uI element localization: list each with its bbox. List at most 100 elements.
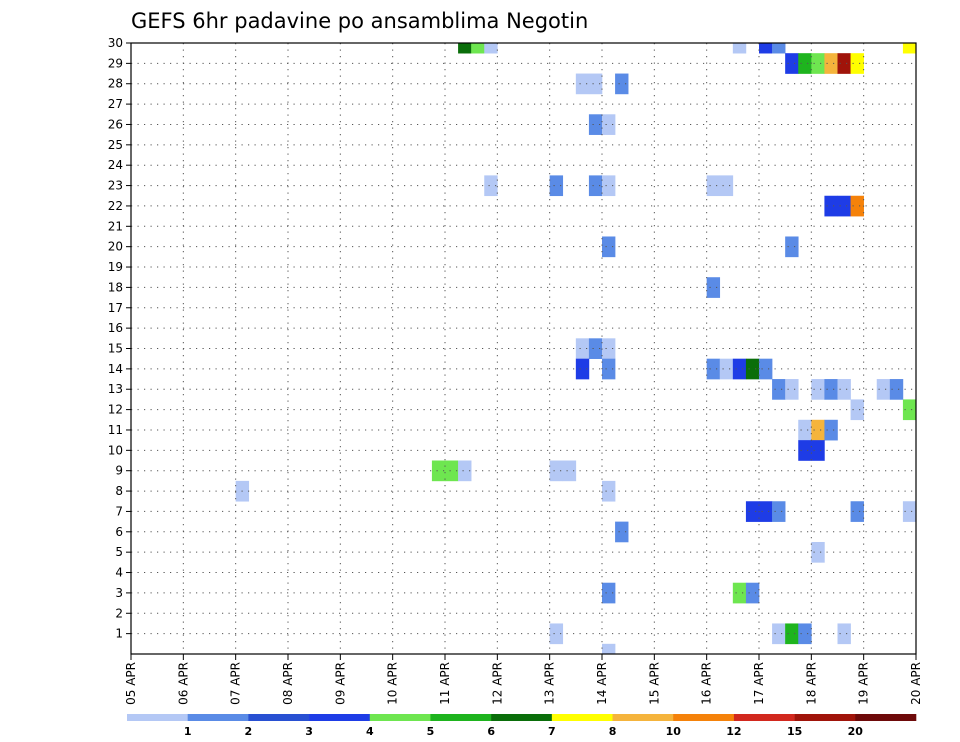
heatmap-cell	[772, 379, 786, 400]
heatmap-cell	[732, 43, 747, 54]
heatmap-cell	[615, 521, 629, 543]
heatmap-cell	[811, 419, 825, 441]
heatmap-cell	[759, 358, 773, 380]
heatmap-cell	[798, 419, 812, 441]
y-tick-label: 16	[108, 321, 123, 335]
y-tick-label: 3	[115, 586, 123, 600]
y-tick-label: 24	[108, 158, 123, 172]
legend-swatch	[551, 714, 613, 721]
legend-swatch	[612, 714, 674, 721]
heatmap-cell	[719, 358, 734, 380]
heatmap-cells	[235, 43, 917, 655]
y-tick-label: 8	[115, 484, 123, 498]
x-tick-label: 09 APR	[333, 662, 347, 705]
y-tick-label: 11	[108, 423, 123, 437]
heatmap-cell	[824, 195, 838, 217]
heatmap-cell	[902, 501, 917, 522]
heatmap-cell	[759, 43, 773, 54]
heatmap-cell	[798, 53, 812, 74]
y-tick-label: 7	[115, 504, 123, 518]
legend-label: 3	[305, 725, 313, 738]
legend-swatch	[673, 714, 735, 721]
heatmap-cell	[785, 623, 799, 645]
heatmap-cell	[549, 623, 564, 645]
legend-label: 8	[609, 725, 617, 738]
heatmap-cell	[902, 399, 917, 421]
heatmap-cell	[837, 379, 851, 400]
x-tick-label: 07 APR	[229, 662, 243, 705]
heatmap-cell	[602, 582, 616, 604]
heatmap-cell	[549, 460, 564, 482]
heatmap-cell	[615, 73, 629, 95]
heatmap-cell	[471, 43, 485, 54]
heatmap-cell	[850, 53, 864, 74]
x-tick-label: 08 APR	[281, 662, 295, 705]
x-tick-label: 11 APR	[438, 662, 452, 705]
heatmap-cell	[588, 338, 603, 359]
heatmap-cell	[588, 73, 603, 95]
x-axis-ticks: 05 APR 06 APR 07 APR 08 APR 09 APR 10 APR 11 A…	[124, 654, 923, 705]
heatmap-cell	[837, 623, 851, 645]
legend-swatch	[187, 714, 249, 721]
heatmap-cell	[811, 379, 825, 400]
heatmap-cell	[759, 501, 773, 522]
y-tick-label: 12	[108, 403, 123, 417]
heatmap-cell	[772, 501, 786, 522]
legend-swatch	[733, 714, 795, 721]
legend-swatch	[430, 714, 492, 721]
legend-label: 20	[848, 725, 864, 738]
heatmap-cell	[602, 114, 616, 135]
y-tick-label: 26	[108, 117, 123, 131]
legend-swatch	[855, 714, 917, 721]
heatmap-cell	[772, 623, 786, 645]
heatmap-cell	[458, 460, 472, 482]
x-tick-label: 06 APR	[176, 662, 190, 705]
y-tick-label: 13	[108, 382, 123, 396]
heatmap-cell	[824, 419, 838, 441]
heatmap-cell	[602, 175, 616, 197]
legend-swatch	[369, 714, 431, 721]
heatmap-cell	[484, 175, 498, 197]
x-tick-label: 20 APR	[909, 662, 923, 705]
heatmap-cell	[706, 277, 721, 298]
heatmap-cell	[876, 379, 891, 400]
y-tick-label: 17	[108, 301, 123, 315]
y-tick-label: 28	[108, 77, 123, 91]
y-tick-label: 27	[108, 97, 123, 111]
heatmap-cell	[732, 582, 747, 604]
heatmap-cell	[902, 43, 917, 54]
heatmap-cell	[811, 53, 825, 74]
legend-label: 10	[666, 725, 682, 738]
heatmap-cell	[837, 195, 851, 217]
heatmap-cell	[575, 73, 590, 95]
heatmap-cell	[811, 541, 825, 563]
y-tick-label: 9	[115, 464, 123, 478]
legend-swatch	[248, 714, 310, 721]
y-tick-label: 1	[115, 627, 123, 641]
heatmap-cell	[837, 53, 851, 74]
y-tick-label: 22	[108, 199, 123, 213]
x-tick-label: 19 APR	[857, 662, 871, 705]
y-tick-label: 23	[108, 179, 123, 193]
x-tick-label: 05 APR	[124, 662, 138, 705]
heatmap-cell	[824, 53, 838, 74]
y-tick-label: 21	[108, 219, 123, 233]
heatmap-cell	[706, 175, 721, 197]
y-tick-label: 14	[108, 362, 123, 376]
heatmap-cell	[575, 338, 590, 359]
heatmap-cell	[785, 379, 799, 400]
y-tick-label: 2	[115, 606, 123, 620]
y-axis-ticks: 1234567891011121314151617181920212223242…	[108, 36, 131, 641]
legend-label: 15	[787, 725, 802, 738]
heatmap-cell	[745, 358, 760, 380]
legend-swatch	[127, 714, 188, 721]
y-tick-label: 4	[115, 566, 123, 580]
heatmap-cell	[798, 623, 812, 645]
y-tick-label: 10	[108, 443, 123, 457]
heatmap-cell	[850, 399, 864, 421]
heatmap-cell	[562, 460, 577, 482]
heatmap-cell	[484, 43, 498, 54]
heatmap-cell	[602, 480, 616, 502]
heatmap-cell	[785, 53, 799, 74]
